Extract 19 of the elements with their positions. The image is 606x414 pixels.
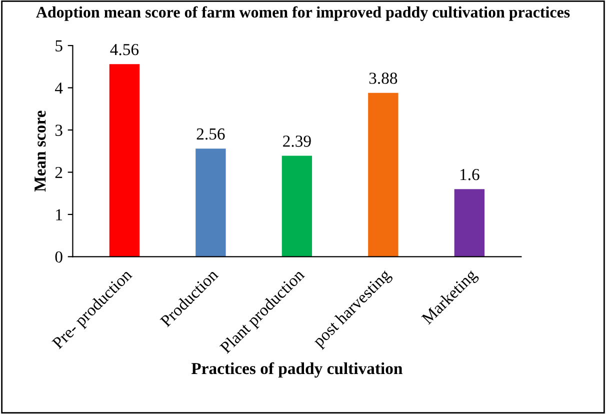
data-label: 2.56 <box>196 128 225 140</box>
y-tick-label: 5 <box>56 40 62 52</box>
y-tick-label: 1 <box>56 209 62 220</box>
y-axis-title: Mean score <box>34 110 46 192</box>
bar <box>196 148 226 257</box>
data-label: 2.39 <box>283 136 311 147</box>
chart-title: Adoption mean score of farm women for improved paddy cultivation practices <box>36 6 570 21</box>
y-tick-label: 3 <box>55 124 62 136</box>
bar <box>109 64 140 257</box>
y-tick-label: 2 <box>55 166 62 178</box>
y-tick-label: 0 <box>55 251 62 263</box>
x-axis-title: Practices of paddy cultivation <box>191 362 402 378</box>
data-label: 4.56 <box>110 44 139 56</box>
data-label: 1.6 <box>460 168 480 180</box>
y-tick-label: 4 <box>54 82 63 94</box>
bar <box>454 189 485 257</box>
bar <box>282 156 312 257</box>
data-label: 3.88 <box>369 72 398 84</box>
bar <box>368 92 398 257</box>
